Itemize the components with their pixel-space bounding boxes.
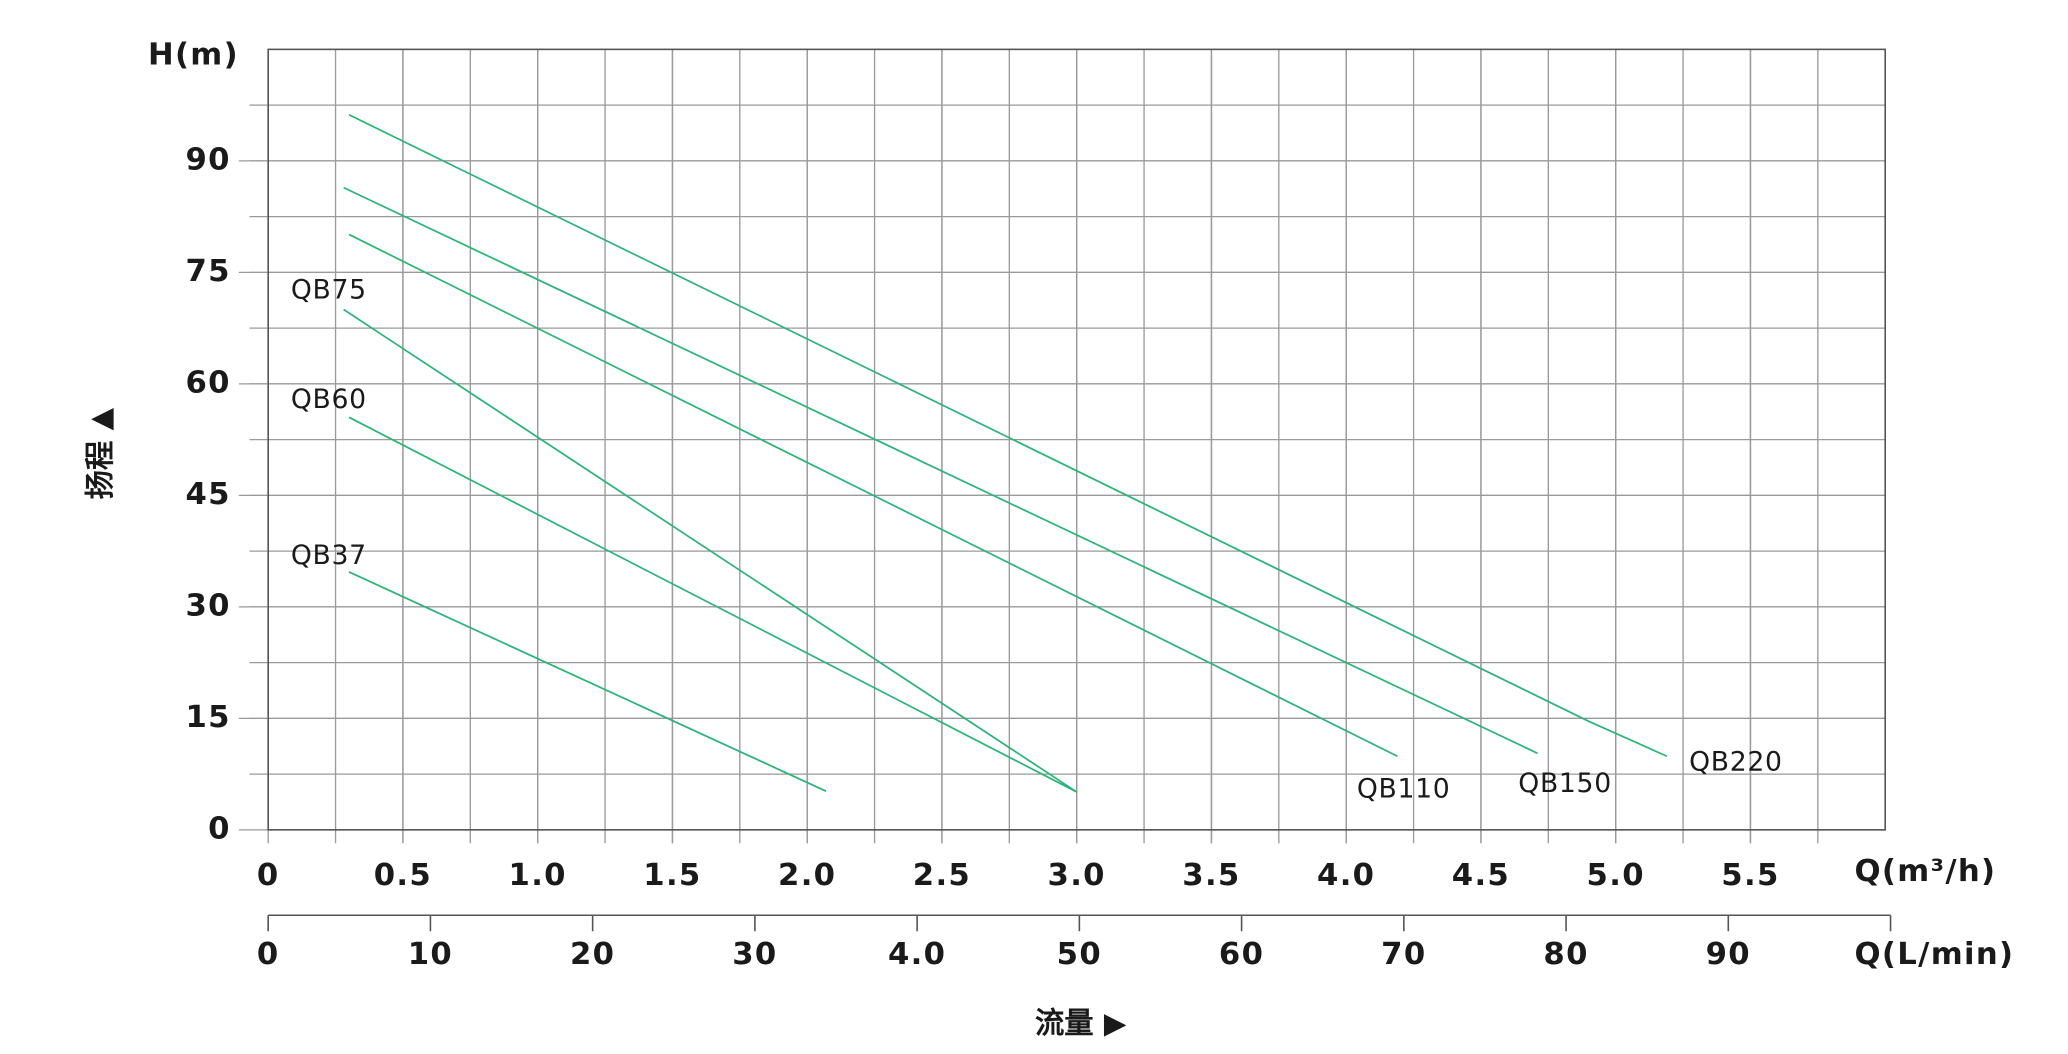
x2-tick-label: 60 bbox=[1219, 937, 1264, 972]
x-axis-title: 流量 ▶ bbox=[1035, 1006, 1127, 1040]
series-label: QB150 bbox=[1518, 768, 1612, 799]
plot-frame bbox=[267, 48, 1887, 831]
x2-tick-label: 70 bbox=[1381, 937, 1426, 972]
x2-tick-label: 20 bbox=[570, 937, 615, 972]
series-line bbox=[343, 186, 1538, 755]
x2-tick-label: 80 bbox=[1543, 937, 1588, 972]
series-label: QB75 bbox=[291, 274, 367, 305]
x-tick-label: 2.5 bbox=[913, 858, 971, 893]
y-tick-label: 0 bbox=[208, 811, 231, 846]
x-tick-label: 3.5 bbox=[1182, 858, 1240, 893]
x-tick-label: 0 bbox=[257, 858, 280, 893]
x-tick-label: 1.5 bbox=[643, 858, 701, 893]
x-tick-label: 1.0 bbox=[509, 858, 567, 893]
series-line bbox=[348, 113, 1668, 758]
x-tick-label: 4.5 bbox=[1452, 858, 1510, 893]
x-tick-label: 0.5 bbox=[374, 858, 432, 893]
y-tick-label: 90 bbox=[185, 142, 230, 177]
x2-tick-label: 90 bbox=[1706, 937, 1751, 972]
y-tick-label: 15 bbox=[185, 700, 230, 735]
x2-unit-label: Q(L/min) bbox=[1855, 937, 2015, 972]
y-tick-label: 60 bbox=[185, 365, 230, 400]
series-label: QB37 bbox=[291, 540, 367, 571]
x-tick-label: 3.0 bbox=[1048, 858, 1106, 893]
x-tick-label: 5.5 bbox=[1721, 858, 1779, 893]
y-unit-label: H(m) bbox=[148, 38, 239, 73]
x2-tick-label: 10 bbox=[408, 937, 453, 972]
y-tick-label: 45 bbox=[185, 477, 230, 512]
y-tick-label: 75 bbox=[185, 254, 230, 289]
x2-tick-label: 50 bbox=[1057, 937, 1102, 972]
x2-tick-label: 0 bbox=[257, 937, 280, 972]
series-line bbox=[348, 233, 1398, 758]
x-tick-label: 5.0 bbox=[1587, 858, 1645, 893]
series-line bbox=[343, 308, 1078, 793]
series-line bbox=[348, 416, 1078, 793]
x2-tick-label: 30 bbox=[732, 937, 777, 972]
x-unit-label: Q(m³/h) bbox=[1855, 854, 1997, 889]
x2-tick-label: 4.0 bbox=[888, 937, 946, 972]
series-label: QB110 bbox=[1357, 773, 1451, 804]
series-label: QB220 bbox=[1689, 747, 1783, 778]
series-label: QB60 bbox=[291, 384, 367, 415]
x-tick-label: 4.0 bbox=[1317, 858, 1375, 893]
series-line bbox=[348, 571, 827, 792]
y-tick-label: 30 bbox=[185, 588, 230, 623]
y-axis-title: 扬程 ▲ bbox=[83, 407, 117, 499]
x-tick-label: 2.0 bbox=[778, 858, 836, 893]
